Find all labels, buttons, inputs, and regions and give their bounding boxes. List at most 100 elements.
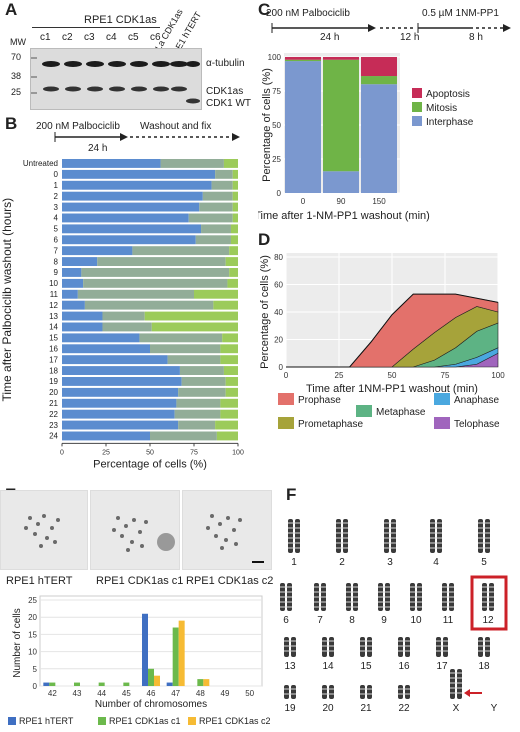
b-bar-g2m xyxy=(222,333,238,343)
d-y-axis-label: Percentage of cells (%) xyxy=(259,255,271,369)
b-bar-g0g1 xyxy=(62,398,177,408)
panel-a-header: RPE1 CDK1as xyxy=(84,14,157,26)
lane-label-c4: c4 xyxy=(106,32,117,43)
b-bar-g2m xyxy=(229,268,238,277)
c-bar-interphase xyxy=(285,61,321,193)
b-bar-g2m xyxy=(232,180,238,190)
b-category-label: Untreated xyxy=(23,159,58,168)
chromosome xyxy=(398,637,403,657)
panel-b-drug: 200 nM Palbociclib xyxy=(36,121,120,132)
d-x-tick-label: 75 xyxy=(441,371,450,380)
b-bar-g0g1 xyxy=(62,300,85,310)
panel-label-f: F xyxy=(286,485,297,504)
chromosome xyxy=(405,637,410,657)
b-bar-g0g1 xyxy=(62,224,202,234)
b-bar-s xyxy=(84,300,214,310)
e-legend-label: RPE1 hTERT xyxy=(19,716,74,726)
b-bar-g0g1 xyxy=(62,366,180,375)
blot-bands xyxy=(31,57,200,104)
b-bar-g2m xyxy=(220,398,238,408)
chromosome xyxy=(405,685,410,699)
b-bar-g0g1 xyxy=(62,191,203,201)
e-bar-c1 xyxy=(148,668,154,686)
chromosome xyxy=(322,685,327,699)
chromosome-label-5: 5 xyxy=(481,557,487,568)
chromosome-label-4: 4 xyxy=(433,557,439,568)
b-bar-s xyxy=(160,159,224,168)
e-y-tick-label: 5 xyxy=(33,665,38,674)
e-x-axis-label: Number of chromosomes xyxy=(95,699,207,710)
c-legend-label: Apoptosis xyxy=(426,89,470,100)
c-bar-mitosis xyxy=(285,59,321,62)
c-y-tick-label: 25 xyxy=(272,155,281,164)
chromosome-label-15: 15 xyxy=(360,661,372,672)
western-blot xyxy=(30,48,202,110)
b-bar-g2m xyxy=(216,431,238,441)
b-category-label: 22 xyxy=(49,410,58,419)
d-total-line xyxy=(286,293,499,368)
d-legend-label: Prophase xyxy=(298,395,341,406)
mw-25: 25 xyxy=(11,87,22,97)
chromosome-label-9: 9 xyxy=(381,615,387,626)
c-bar-mitosis xyxy=(361,76,397,85)
c-bar-apoptosis xyxy=(285,57,321,60)
c-y-tick-label: 100 xyxy=(268,53,282,62)
chart-b: Untreated0123456789101112131415161718192… xyxy=(0,159,244,470)
b-bar-g2m xyxy=(225,257,238,266)
b-category-label: 6 xyxy=(54,235,59,244)
micrograph-c1 xyxy=(90,490,180,570)
c-bar-interphase xyxy=(361,84,397,193)
c-bar-interphase xyxy=(323,171,359,193)
e-bar-c1 xyxy=(197,679,204,686)
chromosome xyxy=(398,685,403,699)
b-bar-g2m xyxy=(220,409,238,419)
b-bar-g2m xyxy=(225,377,238,386)
c-y-tick-label: 50 xyxy=(272,121,281,130)
c-bar-mitosis xyxy=(323,59,359,172)
b-bar-g0g1 xyxy=(62,257,98,266)
panel-c-duration2: 8 h xyxy=(469,32,483,43)
b-category-label: 14 xyxy=(49,323,58,332)
band-label-cdk1as: CDK1as xyxy=(206,86,244,97)
c-x-tick-label: 90 xyxy=(337,197,346,206)
e-bar-hTERT xyxy=(142,613,148,686)
b-bar-s xyxy=(181,377,226,386)
c-legend-label: Interphase xyxy=(426,117,474,128)
b-category-label: 16 xyxy=(49,344,58,353)
b-bar-s xyxy=(211,180,233,190)
band-label-tubulin: α-tubulin xyxy=(206,58,245,69)
e-x-tick-label: 42 xyxy=(48,689,57,698)
e-y-axis-label: Number of cells xyxy=(12,608,23,677)
e-x-tick-label: 47 xyxy=(171,689,180,698)
chromosome-label-12: 12 xyxy=(482,615,494,626)
b-bar-g2m xyxy=(144,311,238,321)
b-bar-g0g1 xyxy=(62,355,168,365)
d-legend-swatch xyxy=(434,393,450,405)
c-y-tick-label: 0 xyxy=(277,189,282,198)
chromosome-label-1: 1 xyxy=(291,557,297,568)
b-category-label: 12 xyxy=(49,301,58,310)
b-bar-g0g1 xyxy=(62,377,182,386)
e-x-tick-label: 45 xyxy=(122,689,131,698)
b-category-label: 5 xyxy=(54,225,59,234)
b-bar-g2m xyxy=(230,224,238,234)
lane-label-c5: c5 xyxy=(128,32,139,43)
e-y-tick-label: 15 xyxy=(28,630,37,639)
b-bar-s xyxy=(150,344,221,354)
chromosome-label-X: X xyxy=(453,703,460,714)
b-bar-s xyxy=(199,202,233,212)
d-legend-swatch xyxy=(356,405,372,417)
e-bar-hTERT xyxy=(166,682,173,686)
e-legend-label: RPE1 CDK1as c2 xyxy=(199,716,270,726)
chromosome xyxy=(478,637,483,657)
b-bar-s xyxy=(77,289,194,299)
b-bar-g0g1 xyxy=(62,322,103,332)
b-y-axis-label: Time after Palbociclib washout (hours) xyxy=(0,198,14,402)
chromosome-label-8: 8 xyxy=(349,615,355,626)
panel-label-c: C xyxy=(258,0,271,19)
chart-c: 0 25 50 75 100 0 90 150 Time after 1-NM-PP1 wash… xyxy=(258,53,474,222)
c-legend-swatch xyxy=(412,102,422,112)
b-bar-g2m xyxy=(220,344,238,354)
e-bar-hTERT xyxy=(43,682,50,686)
chromosome xyxy=(329,637,334,657)
